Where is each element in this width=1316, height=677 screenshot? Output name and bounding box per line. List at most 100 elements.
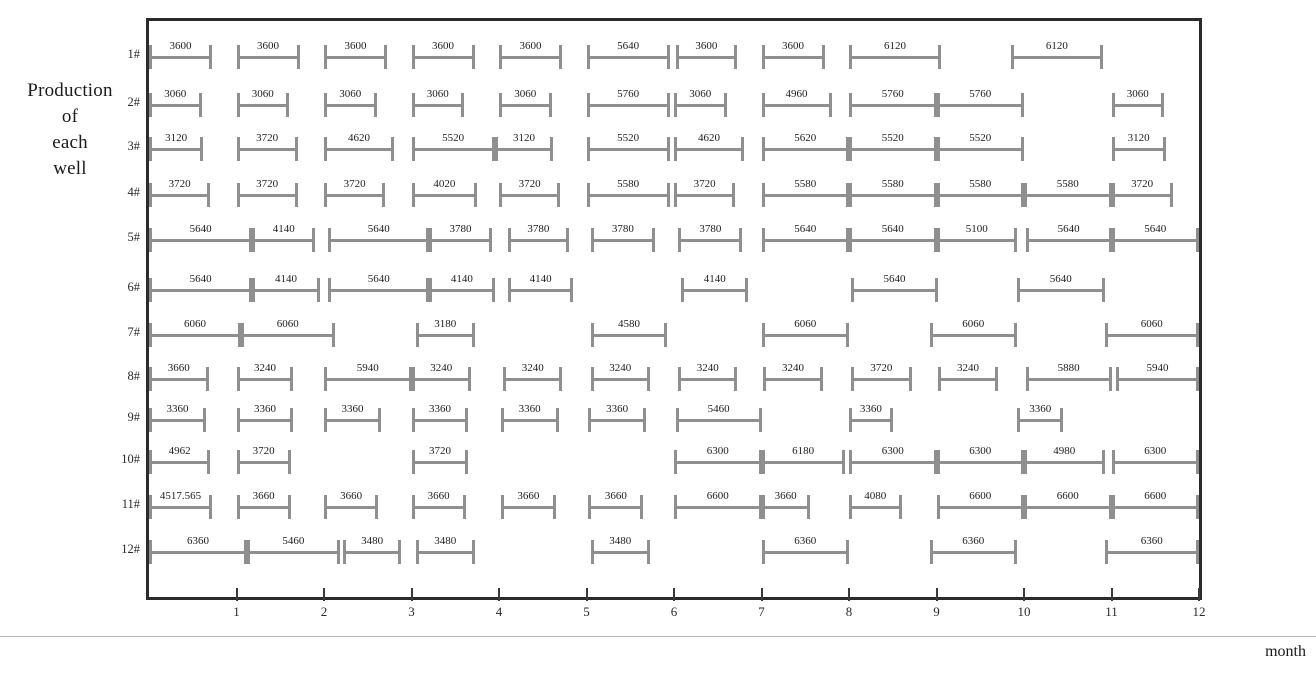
production-interval-bar[interactable]: 3720: [236, 132, 298, 161]
production-interval-bar[interactable]: 6360: [761, 535, 849, 564]
production-interval-bar[interactable]: 3600: [411, 40, 475, 69]
production-interval-bar[interactable]: 3060: [324, 88, 377, 117]
production-interval-bar[interactable]: 4620: [324, 132, 394, 161]
production-interval-bar[interactable]: 4580: [590, 318, 667, 347]
production-interval-bar[interactable]: 3600: [149, 40, 212, 69]
production-interval-bar[interactable]: 3720: [236, 178, 298, 207]
production-interval-bar[interactable]: 3060: [1111, 88, 1164, 117]
production-interval-bar[interactable]: 5940: [1115, 362, 1199, 391]
production-interval-bar[interactable]: 5520: [936, 132, 1024, 161]
production-interval-bar[interactable]: 3600: [499, 40, 562, 69]
production-interval-bar[interactable]: 3660: [236, 490, 291, 519]
production-interval-bar[interactable]: 3360: [236, 403, 294, 432]
production-interval-bar[interactable]: 3720: [499, 178, 561, 207]
production-interval-bar[interactable]: 3240: [503, 362, 562, 391]
production-interval-bar[interactable]: 3360: [1017, 403, 1064, 432]
production-interval-bar[interactable]: 5640: [328, 273, 429, 302]
production-interval-bar[interactable]: 5880: [1025, 362, 1112, 391]
production-interval-bar[interactable]: 4140: [681, 273, 749, 302]
production-interval-bar[interactable]: 6600: [1111, 490, 1199, 519]
production-interval-bar[interactable]: 3720: [236, 445, 291, 474]
production-interval-bar[interactable]: 3660: [324, 490, 379, 519]
production-interval-bar[interactable]: 6060: [149, 318, 241, 347]
production-interval-bar[interactable]: 3660: [588, 490, 644, 519]
production-interval-bar[interactable]: 5100: [936, 223, 1017, 252]
production-interval-bar[interactable]: 5520: [411, 132, 495, 161]
production-interval-bar[interactable]: 3240: [763, 362, 823, 391]
production-interval-bar[interactable]: 4020: [411, 178, 478, 207]
production-interval-bar[interactable]: 4140: [252, 223, 316, 252]
production-interval-bar[interactable]: 5640: [1111, 223, 1199, 252]
production-interval-bar[interactable]: 3660: [149, 362, 209, 391]
production-interval-bar[interactable]: 5940: [324, 362, 412, 391]
production-interval-bar[interactable]: 3660: [500, 490, 556, 519]
production-interval-bar[interactable]: 3660: [761, 490, 810, 519]
production-interval-bar[interactable]: 6180: [761, 445, 845, 474]
production-interval-bar[interactable]: 5640: [586, 40, 670, 69]
production-interval-bar[interactable]: 3600: [761, 40, 825, 69]
production-interval-bar[interactable]: 5640: [761, 223, 849, 252]
production-interval-bar[interactable]: 4620: [674, 132, 744, 161]
production-interval-bar[interactable]: 5580: [1024, 178, 1112, 207]
production-interval-bar[interactable]: 3720: [411, 445, 469, 474]
production-interval-bar[interactable]: 3240: [236, 362, 294, 391]
production-interval-bar[interactable]: 3180: [415, 318, 475, 347]
production-interval-bar[interactable]: 5460: [247, 535, 340, 564]
production-interval-bar[interactable]: 4140: [507, 273, 574, 302]
production-interval-bar[interactable]: 3120: [1111, 132, 1166, 161]
production-interval-bar[interactable]: 3480: [415, 535, 475, 564]
production-interval-bar[interactable]: 3240: [590, 362, 650, 391]
production-interval-bar[interactable]: 3060: [411, 88, 464, 117]
production-interval-bar[interactable]: 5460: [675, 403, 762, 432]
production-interval-bar[interactable]: 5580: [586, 178, 670, 207]
production-interval-bar[interactable]: 3480: [590, 535, 650, 564]
production-interval-bar[interactable]: 6300: [849, 445, 937, 474]
production-interval-bar[interactable]: 3720: [149, 178, 211, 207]
production-interval-bar[interactable]: 3780: [507, 223, 569, 252]
production-interval-bar[interactable]: 3120: [494, 132, 554, 161]
production-interval-bar[interactable]: 5760: [936, 88, 1024, 117]
production-interval-bar[interactable]: 5580: [849, 178, 937, 207]
production-interval-bar[interactable]: 5520: [586, 132, 670, 161]
production-interval-bar[interactable]: 6060: [240, 318, 335, 347]
production-interval-bar[interactable]: 3360: [849, 403, 893, 432]
production-interval-bar[interactable]: 3660: [411, 490, 466, 519]
production-interval-bar[interactable]: 5640: [149, 223, 253, 252]
production-interval-bar[interactable]: 3240: [411, 362, 471, 391]
production-interval-bar[interactable]: 4080: [849, 490, 902, 519]
production-interval-bar[interactable]: 4140: [252, 273, 320, 302]
production-interval-bar[interactable]: 6060: [929, 318, 1017, 347]
production-interval-bar[interactable]: 6360: [1104, 535, 1199, 564]
production-interval-bar[interactable]: 6120: [849, 40, 941, 69]
production-interval-bar[interactable]: 5760: [849, 88, 937, 117]
production-interval-bar[interactable]: 3060: [149, 88, 202, 117]
production-interval-bar[interactable]: 6060: [1104, 318, 1199, 347]
production-interval-bar[interactable]: 3360: [149, 403, 206, 432]
production-interval-bar[interactable]: 3720: [674, 178, 736, 207]
production-interval-bar[interactable]: 5640: [1025, 223, 1112, 252]
production-interval-bar[interactable]: 3240: [678, 362, 737, 391]
production-interval-bar[interactable]: 5640: [850, 273, 939, 302]
production-interval-bar[interactable]: 3720: [324, 178, 386, 207]
production-interval-bar[interactable]: 3060: [499, 88, 552, 117]
production-interval-bar[interactable]: 3360: [500, 403, 559, 432]
production-interval-bar[interactable]: 6060: [761, 318, 849, 347]
production-interval-bar[interactable]: 5580: [936, 178, 1024, 207]
production-interval-bar[interactable]: 3720: [1111, 178, 1173, 207]
production-interval-bar[interactable]: 5580: [761, 178, 849, 207]
production-interval-bar[interactable]: 5640: [328, 223, 429, 252]
production-interval-bar[interactable]: 5760: [586, 88, 670, 117]
production-interval-bar[interactable]: 3240: [938, 362, 998, 391]
production-interval-bar[interactable]: 4962: [149, 445, 211, 474]
production-interval-bar[interactable]: 3360: [588, 403, 646, 432]
production-interval-bar[interactable]: 4980: [1024, 445, 1105, 474]
production-interval-bar[interactable]: 3360: [324, 403, 381, 432]
production-interval-bar[interactable]: 3480: [343, 535, 401, 564]
production-interval-bar[interactable]: 4960: [761, 88, 832, 117]
production-interval-bar[interactable]: 6120: [1010, 40, 1103, 69]
production-interval-bar[interactable]: 5520: [849, 132, 937, 161]
production-interval-bar[interactable]: 3780: [590, 223, 655, 252]
production-interval-bar[interactable]: 4517.565: [149, 490, 212, 519]
production-interval-bar[interactable]: 6360: [149, 535, 247, 564]
production-interval-bar[interactable]: 5640: [149, 273, 253, 302]
